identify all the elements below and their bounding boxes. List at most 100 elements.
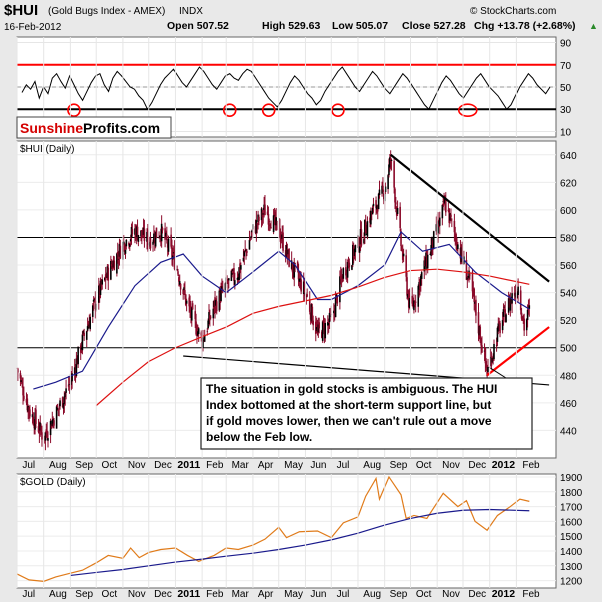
x-tick-label: Jul [22, 589, 35, 600]
annotation-line-4: below the Feb low. [206, 430, 312, 444]
header-change: Chg +13.78 (+2.68%) [474, 20, 576, 32]
rsi-low-circle [331, 103, 345, 118]
gold-tick-label: 1400 [560, 547, 583, 558]
x-tick-label: Oct [102, 460, 118, 471]
brand-part1: Sunshine [20, 120, 83, 136]
x-tick-label: Nov [128, 460, 146, 471]
x-tick-label: Sep [75, 460, 93, 471]
header-name: (Gold Bugs Index - AMEX) [48, 6, 165, 17]
resistance-trendline [389, 153, 550, 283]
x-tick-label: Nov [442, 460, 460, 471]
x-tick-label: Dec [468, 589, 486, 600]
gold-chart: 1200 1300 1400 1500 1600 1700 1800 1900 [16, 473, 583, 588]
price-tick-label: 600 [560, 206, 577, 217]
up-arrow-icon: ▲ [589, 21, 598, 31]
header-symbol: $HUI [4, 2, 38, 19]
x-tick-label: Apr [258, 589, 274, 600]
rsi-line [21, 66, 551, 111]
rsi-low-circle [261, 103, 276, 118]
x-tick-label: Feb [522, 589, 540, 600]
rsi-chart: 10 30 50 70 90 [17, 39, 572, 138]
x-tick-label: Oct [416, 460, 432, 471]
gold-tick-label: 1500 [560, 532, 583, 543]
x-tick-label: 2011 [177, 588, 200, 600]
gold-tick-label: 1700 [560, 503, 583, 514]
x-tick-label: Aug [49, 460, 67, 471]
x-tick-label: Feb [206, 460, 224, 471]
gold-tick-label: 1600 [560, 517, 583, 528]
annotation-pointer [488, 366, 507, 379]
x-tick-label: Aug [363, 589, 381, 600]
x-tick-label: Mar [232, 589, 250, 600]
rsi-low-circle [222, 103, 237, 118]
gold-price-line [16, 475, 530, 582]
ma50-line [33, 230, 530, 390]
rsi-tick-label: 50 [560, 83, 572, 94]
header-high: High 529.63 [262, 20, 321, 32]
price-tick-label: 560 [560, 261, 577, 272]
price-tick-label: 500 [560, 344, 577, 355]
gold-tick-label: 1800 [560, 488, 583, 499]
gold-panel-title: $GOLD (Daily) [20, 477, 86, 488]
short-term-support-line [486, 326, 550, 377]
price-tick-label: 440 [560, 426, 577, 437]
x-tick-label: Sep [390, 460, 408, 471]
annotation-box [200, 377, 533, 450]
x-tick-label: Dec [154, 460, 172, 471]
x-tick-label: Jul [337, 589, 350, 600]
x-tick-label: May [284, 460, 303, 471]
x-tick-label: Oct [102, 589, 118, 600]
gold-tick-label: 1300 [560, 562, 583, 573]
price-panel-title: $HUI (Daily) [20, 144, 74, 155]
gold-tick-label: 1900 [560, 473, 583, 484]
x-tick-label: Sep [75, 589, 93, 600]
x-tick-label: Oct [416, 589, 432, 600]
rsi-tick-label: 70 [560, 61, 572, 72]
header-date: 16-Feb-2012 [4, 22, 62, 33]
x-tick-label: Feb [206, 589, 224, 600]
x-tick-label: May [284, 589, 303, 600]
header-close: Close 527.28 [402, 20, 466, 32]
x-tick-label: Mar [232, 460, 250, 471]
x-tick-label: Nov [128, 589, 146, 600]
gold-tick-label: 1200 [560, 577, 583, 588]
price-tick-label: 480 [560, 371, 577, 382]
x-tick-label: 2012 [492, 588, 516, 600]
x-tick-label: Aug [363, 460, 381, 471]
brand-logo-box [16, 116, 172, 139]
header-open: Open 507.52 [167, 20, 229, 32]
rsi-tick-label: 10 [560, 127, 572, 138]
gold-panel [16, 473, 557, 589]
price-tick-label: 460 [560, 399, 577, 410]
x-tick-label: Feb [522, 460, 540, 471]
x-tick-label: Aug [49, 589, 67, 600]
annotation-line-3: if gold moves lower, then we can't rule … [206, 414, 492, 428]
header-low: Low 505.07 [332, 20, 388, 32]
rsi-low-circle [67, 103, 81, 118]
rsi-tick-label: 30 [560, 105, 572, 116]
x-tick-label: Apr [258, 460, 274, 471]
price-chart: 440 460 480 500 520 540 560 580 600 620 640 [16, 150, 577, 451]
price-tick-label: 520 [560, 316, 577, 327]
x-tick-label: Jul [22, 460, 35, 471]
x-tick-label: Jun [310, 460, 326, 471]
header-exchange: INDX [179, 6, 203, 17]
x-tick-label: Dec [154, 589, 172, 600]
x-tick-label: Jul [337, 460, 350, 471]
x-tick-label: Jun [310, 589, 326, 600]
rsi-low-circle [457, 103, 478, 118]
price-tick-label: 540 [560, 289, 577, 300]
brand-logo: SunshineProfits.com [20, 120, 160, 136]
x-tick-label: 2011 [177, 459, 200, 471]
annotation-line-2: Index bottomed at the short-term support… [206, 398, 491, 412]
price-tick-label: 640 [560, 151, 577, 162]
x-tick-label: Nov [442, 589, 460, 600]
price-tick-label: 620 [560, 178, 577, 189]
annotation-line-1: The situation in gold stocks is ambiguou… [206, 382, 497, 396]
rsi-tick-label: 90 [560, 39, 572, 50]
x-tick-label: 2012 [492, 459, 516, 471]
x-tick-label: Dec [468, 460, 486, 471]
gold-ma200-line [70, 508, 530, 577]
price-tick-label: 580 [560, 233, 577, 244]
